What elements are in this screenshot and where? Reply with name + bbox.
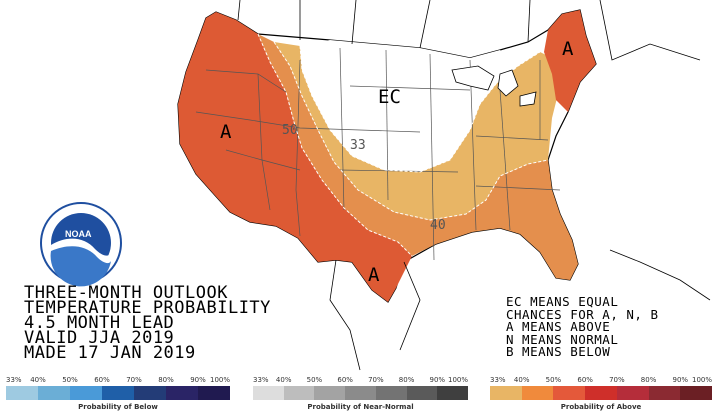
region-above-33-band [274,42,560,220]
scale-ticks: 33% 40% 50% 60% 70% 80% 90% 100% [253,376,468,386]
legend-text-block: EC MEANS EQUAL CHANCES FOR A, N, B A MEA… [506,294,659,359]
legend-line: N MEANS NORMAL [506,331,619,347]
title-line: VALID JJA 2019 [24,328,175,348]
scale-segment [616,386,649,400]
probability-contours [257,33,549,257]
scale-tick-label: 60% [337,376,353,384]
scale-tick-label: 80% [640,376,657,384]
scale-tick-label: 90% [672,376,689,384]
title-line: THREE-MONTH OUTLOOK [24,283,228,303]
scale-ticks: 33% 40% 50% 60% 70% 80% 90% 100% [6,376,230,386]
scale-tick-label: 70% [368,376,384,384]
scale-tick-label: 50% [62,376,78,384]
scale-tick-label: 70% [609,376,625,384]
scale-segment [314,386,346,400]
scale-tick-label: 40% [30,376,46,384]
probability-scale-near-normal: 33% 40% 50% 60% 70% 80% 90% 100% Probability of… [253,376,469,412]
scale-segment [585,386,617,400]
scale-segment [166,386,198,400]
scale-segment [253,386,284,400]
scale-tick-label: 80% [398,376,415,384]
scale-tick-label: 50% [306,376,323,384]
region-above-40-band [258,34,578,280]
noaa-logo: NOAA [40,202,122,287]
neighbor-boundaries [237,0,711,371]
scale-segment [490,386,522,400]
scale-segment [345,386,376,400]
great-lakes [451,65,537,107]
outlook-title-block: THREE-MONTH OUTLOOK TEMPERATURE PROBABIL… [24,283,271,363]
scale-tick-label: 33% [253,376,269,384]
scale-tick-label: 80% [158,376,174,384]
probability-scale-above: 33% 40% 50% 60% 70% 80% 90% 100% Probability of… [490,376,713,412]
scale-segment [521,386,554,400]
scale-tick-label: 33% [490,376,506,384]
scale-segment [680,386,713,400]
scale-label: Probability of Below [78,403,158,411]
scale-tick-label: 70% [126,376,142,384]
scale-tick-label: 100% [209,376,230,384]
region-above-50-west [178,12,412,302]
scale-ticks: 33% 40% 50% 60% 70% 80% 90% 100% [490,376,712,386]
scale-segment [102,386,134,400]
scale-tick-label: 100% [447,376,468,384]
scale-tick-label: 40% [275,376,292,384]
title-line: TEMPERATURE PROBABILITY [24,298,271,318]
scale-segment [6,386,38,400]
scale-tick-label: 50% [545,376,562,384]
scale-bar [253,386,469,400]
scale-segment [198,386,230,400]
scale-tick-label: 90% [429,376,446,384]
contour-label-40: 40 [430,218,446,233]
scale-tick-label: 60% [94,376,110,384]
label-above-texas: A [368,264,380,286]
scale-label: Probability of Above [560,403,642,411]
label-above-northeast: A [562,38,574,60]
scale-segment [134,386,166,400]
scale-label: Probability of Near-Normal [307,403,414,411]
legend-line: A MEANS ABOVE [506,319,611,334]
contour-label-33: 33 [350,138,366,153]
legend-line: CHANCES FOR A, N, B [506,306,659,322]
legend-line: EC MEANS EQUAL [506,294,619,309]
scale-segment [553,386,586,400]
scale-tick-label: 33% [6,376,22,384]
probability-scale-below: 33% 40% 50% 60% 70% 80% 90% 100% Probability of… [6,376,230,412]
scale-segment [38,386,70,400]
label-equal-chances: EC [378,86,401,108]
contour-label-50: 50 [282,123,298,138]
scale-tick-label: 40% [513,376,530,384]
svg-text:NOAA: NOAA [65,229,92,239]
scale-tick-label: 90% [190,376,206,384]
scale-segment [648,386,681,400]
title-line: MADE 17 JAN 2019 [24,343,196,363]
scale-segment [70,386,102,400]
scale-tick-label: 60% [577,376,593,384]
legend-line: B MEANS BELOW [506,344,611,359]
scale-segment [283,386,315,400]
title-line: 4.5 MONTH LEAD [24,313,175,333]
scale-tick-label: 100% [691,376,712,384]
scale-segment [437,386,469,400]
region-above-50-northeast [544,10,596,112]
scale-bar [490,386,713,400]
scale-segment [375,386,407,400]
scale-segment [406,386,438,400]
label-above-west: A [220,121,232,143]
scale-bar [6,386,230,400]
state-boundaries [195,47,561,261]
